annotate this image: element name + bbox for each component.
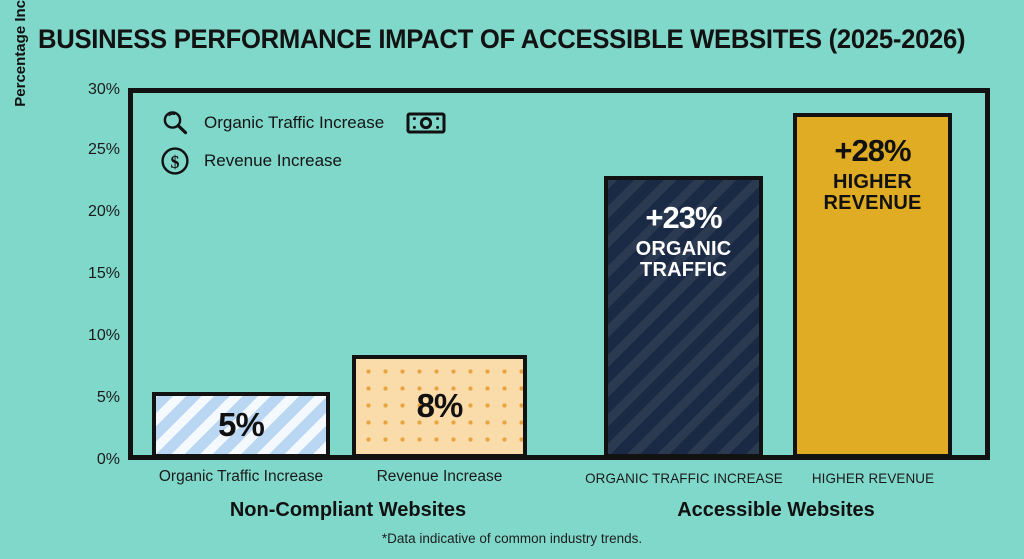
footnote: *Data indicative of common industry tren… (381, 531, 643, 546)
y-tick-10: 10% (87, 327, 120, 344)
y-tick-0: 0% (96, 451, 120, 468)
bar-fill-striped-navy (608, 180, 759, 454)
x-tick-noncompliant-revenue: Revenue Increase (376, 468, 503, 485)
plot-area (128, 88, 990, 460)
y-axis-label: Percentage Increase (%) (12, 0, 29, 107)
y-tick-5: 5% (96, 389, 120, 406)
bar-value-noncompliant-organic-traffic: 5% (218, 405, 265, 443)
y-axis: Percentage Increase (%) 0% 5% 10% 15% 20… (12, 0, 128, 559)
bar-noncompliant-revenue: 8% (352, 355, 527, 458)
bar-fill-dotted-peach (356, 359, 523, 454)
svg-text:$: $ (171, 152, 180, 172)
bar-value-accessible-organic-traffic: +23% (645, 200, 722, 235)
legend-item-organic-traffic: Organic Traffic Increase (158, 104, 446, 142)
chart-title: BUSINESS PERFORMANCE IMPACT OF ACCESSIBL… (38, 24, 966, 54)
legend-label-revenue: Revenue Increase (204, 151, 342, 170)
bar-value-accessible-revenue: +28% (834, 133, 911, 168)
bar-label-group: +28% HIGHER REVENUE (797, 133, 948, 215)
bar-sublabel-accessible-revenue: HIGHER REVENUE (823, 171, 922, 215)
bar-noncompliant-organic-traffic: 5% (152, 392, 330, 458)
bar-sublabel-accessible-organic-traffic: ORGANIC TRAFFIC (635, 238, 732, 282)
dollar-circle-icon: $ (158, 144, 192, 178)
bar-value-noncompliant-revenue: 8% (416, 387, 464, 425)
banknote-icon (406, 111, 446, 135)
legend-item-revenue: $ Revenue Increase (158, 142, 446, 180)
y-tick-15: 15% (87, 265, 120, 282)
y-tick-20: 20% (87, 203, 120, 220)
x-tick-noncompliant-organic-traffic: Organic Traffic Increase (158, 468, 324, 485)
bar-label-group: 8% (356, 387, 523, 425)
legend-label-organic-traffic: Organic Traffic Increase (204, 113, 385, 132)
group-label-accessible: Accessible Websites (677, 499, 875, 521)
x-tick-accessible-organic-traffic: ORGANIC TRAFFIC INCREASE (585, 470, 783, 486)
x-tick-accessible-revenue: HIGHER REVENUE (811, 470, 935, 486)
bar-accessible-revenue: +28% HIGHER REVENUE (793, 113, 952, 458)
bar-accessible-organic-traffic: +23% ORGANIC TRAFFIC (604, 176, 763, 458)
bar-label-group: +23% ORGANIC TRAFFIC (608, 200, 759, 282)
magnifier-icon (158, 106, 192, 140)
y-tick-30: 30% (87, 81, 120, 98)
bar-fill-solid-gold (797, 117, 948, 454)
bar-fill-striped-blue (156, 396, 326, 454)
chart-legend: Organic Traffic Increase $ Revenu (158, 104, 446, 180)
bar-label-group: 5% (156, 405, 326, 443)
group-label-non-compliant: Non-Compliant Websites (229, 499, 467, 521)
y-tick-25: 25% (87, 141, 120, 158)
